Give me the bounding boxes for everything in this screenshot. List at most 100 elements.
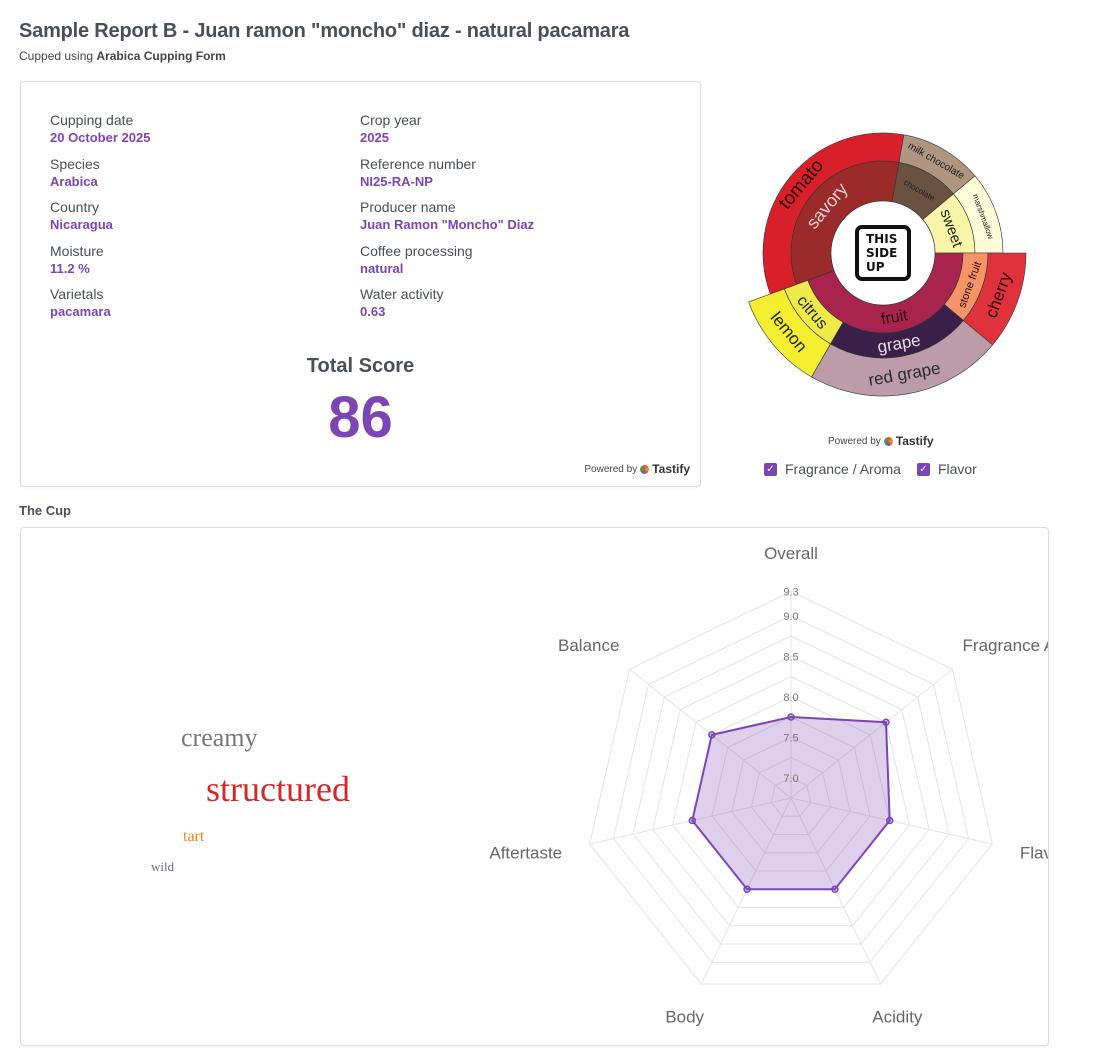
radar-grid-ring (711, 716, 871, 872)
wheel-label: fruit (880, 307, 910, 328)
field-value: pacamara (50, 304, 111, 319)
field-label: Species (50, 155, 100, 172)
radar-axis-line (790, 797, 993, 845)
radar-tick-label: 8.5 (783, 651, 798, 663)
radar-grid-ring (731, 736, 851, 854)
radar-series-area (691, 715, 891, 891)
legend-label: Flavor (937, 461, 977, 477)
field-value: Juan Ramon "Moncho" Diaz (360, 217, 535, 232)
page-title: Sample Report B - Juan ramon "moncho" di… (19, 20, 630, 42)
info-field: Producer name Juan Ramon "Moncho" Diaz (360, 199, 660, 232)
radar-axis-label: Fragrance Aroma (963, 636, 1048, 655)
radar-tick-label: 8.0 (783, 692, 798, 704)
page-subtitle: Cupped using Arabica Cupping Form (19, 49, 226, 63)
radar-tick-label: 9.0 (783, 611, 798, 623)
cup-section-title: The Cup (19, 503, 71, 518)
info-field: Species Arabica (50, 156, 350, 189)
info-field: Reference number NI25-RA-NP (360, 156, 660, 189)
field-value: 20 October 2025 (50, 130, 151, 145)
field-label: Coffee processing (360, 242, 473, 259)
radar-axis-label: Balance (558, 636, 619, 655)
radar-axis-line (589, 797, 792, 845)
field-label: Crop year (360, 112, 422, 128)
wheel-powered-by: Powered by Tastify (828, 434, 934, 448)
radar-grid-ring (750, 756, 832, 835)
logo-text: UP (866, 260, 885, 274)
word-cloud-word: wild (151, 859, 175, 874)
tastify-brand: Tastify (895, 434, 934, 448)
radar-point (882, 718, 890, 726)
field-value: Arabica (50, 173, 98, 189)
tastify-logo-icon (883, 436, 893, 446)
field-label: Varietals (50, 286, 104, 302)
field-value: 0.63 (360, 304, 386, 319)
radar-axis-label: Body (665, 1008, 704, 1027)
tastify-logo-icon (640, 464, 650, 474)
radar-axis-line (790, 797, 882, 985)
radar-grid-ring (672, 675, 910, 908)
sample-info-card: Cupping date 20 October 2025 Crop year 2025… (20, 81, 701, 487)
field-value: 11.2 % (50, 260, 90, 276)
this-side-up-logo-icon (855, 225, 911, 281)
field-label: Water activity (360, 286, 444, 302)
subtitle-prefix: Cupped using (19, 49, 94, 63)
radar-point (885, 816, 894, 825)
radar-axis-line (790, 668, 953, 799)
radar-axis-line (700, 797, 792, 985)
field-label: Cupping date (50, 112, 134, 128)
tastify-brand: Tastify (652, 462, 690, 476)
word-cloud-word: creamy (181, 723, 258, 752)
total-score-value: 86 (328, 385, 393, 450)
logo-text: THIS (866, 232, 897, 246)
word-cloud-word: tart (183, 828, 205, 845)
field-value: NI25-RA-NP (360, 173, 433, 189)
field-label: Moisture (50, 242, 104, 259)
legend-label: Fragrance / Aroma (785, 461, 901, 477)
powered-by: Powered by Tastify (584, 462, 690, 476)
radar-grid-ring (652, 655, 930, 927)
radar-grid-ring (770, 777, 812, 817)
radar-tick-label: 7.5 (783, 732, 798, 744)
field-label: Country (50, 199, 100, 215)
field-value: Nicaragua (50, 217, 113, 232)
powered-by-text: Powered by (828, 435, 881, 447)
field-value: 2025 (360, 130, 389, 145)
info-field: Coffee processing natural (360, 243, 660, 276)
info-field: Crop year 2025 (360, 112, 660, 145)
field-value: natural (360, 260, 404, 276)
radar-point (743, 885, 751, 893)
legend-fragrance-aroma-checkbox[interactable]: ✓ Fragrance / Aroma (764, 461, 901, 477)
radar-axis-label: Overall (764, 544, 818, 563)
powered-by-text: Powered by (584, 463, 638, 475)
checkbox-checked-icon: ✓ (764, 462, 777, 476)
field-label: Reference number (360, 155, 476, 172)
radar-axis-label: Acidity (872, 1008, 923, 1027)
radar-grid-ring (589, 590, 993, 985)
wheel-center (830, 200, 936, 306)
wheel-segment-lemon (748, 288, 831, 378)
word-cloud-word: structured (206, 769, 350, 809)
radar-tick-label: 9.3 (783, 586, 798, 598)
radar-chart: 7.0 7.5 8.0 8.5 9.0 9.3 Overall Fragrance Aroma… (489, 544, 1048, 1027)
info-field: Moisture 11.2 % (50, 243, 350, 276)
legend-flavor-checkbox[interactable]: ✓ Flavor (916, 461, 977, 477)
radar-point (708, 731, 716, 739)
radar-axis-label: Flavor (1020, 844, 1048, 863)
cupping-form-name: Arabica Cupping Form (96, 49, 226, 63)
info-field: Country Nicaragua (50, 199, 350, 232)
wheel-legend: ✓ Fragrance / Aroma ✓ Flavor (764, 461, 977, 477)
total-score-label: Total Score (306, 355, 415, 377)
field-label: Producer name (360, 199, 456, 215)
radar-point (831, 885, 839, 893)
logo-text: SIDE (866, 246, 897, 260)
radar-grid-ring (632, 635, 950, 945)
info-field: Cupping date 20 October 2025 (50, 112, 350, 145)
radar-axis-label: Aftertaste (489, 844, 562, 863)
radar-axis-line (629, 668, 792, 799)
radar-point (787, 713, 795, 721)
info-field: Water activity 0.63 (360, 286, 660, 319)
cup-card: creamy structured tart wild 7.0 7.5 8.0 8.5… (20, 527, 1049, 1046)
radar-point (688, 816, 697, 825)
checkbox-checked-icon: ✓ (916, 462, 930, 476)
